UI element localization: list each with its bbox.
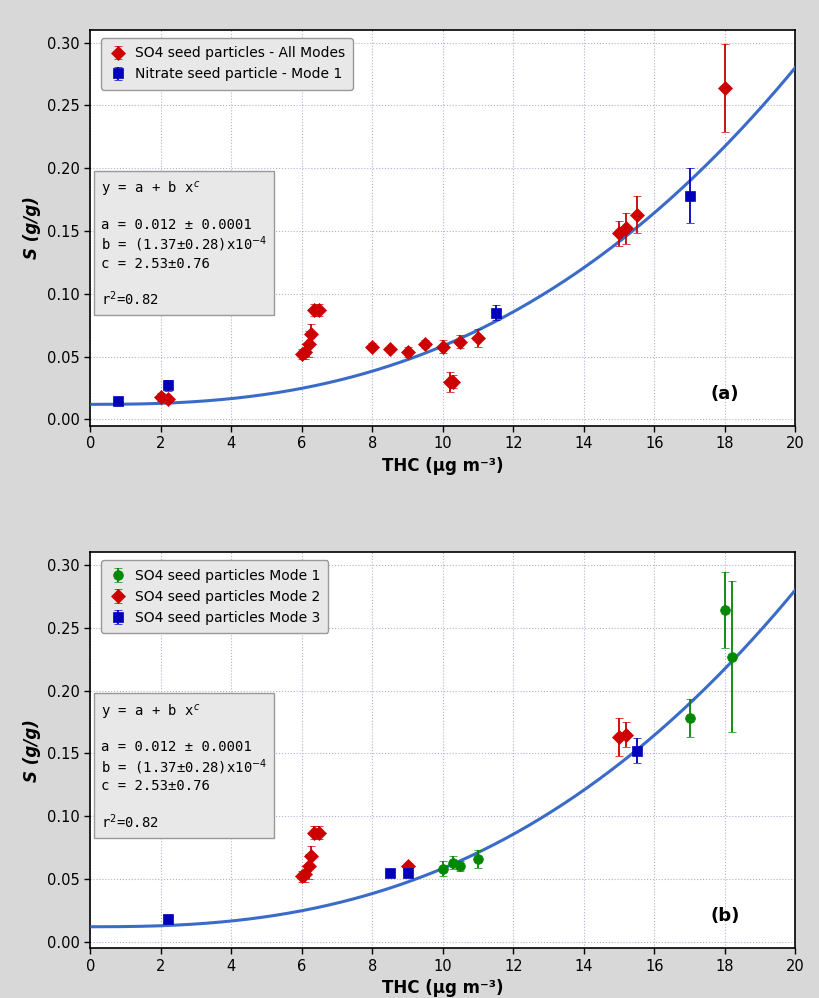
Text: (a): (a) — [710, 385, 738, 403]
Y-axis label: S (g/g): S (g/g) — [23, 197, 41, 259]
Text: y = a + b x$^c$

a = 0.012 ± 0.0001
b = (1.37±0.28)x10$^{-4}$
c = 2.53±0.76

r$^: y = a + b x$^c$ a = 0.012 ± 0.0001 b = (… — [101, 181, 267, 308]
X-axis label: THC (μg m⁻³): THC (μg m⁻³) — [382, 457, 503, 475]
Text: y = a + b x$^c$

a = 0.012 ± 0.0001
b = (1.37±0.28)x10$^{-4}$
c = 2.53±0.76

r$^: y = a + b x$^c$ a = 0.012 ± 0.0001 b = (… — [101, 703, 267, 831]
Legend: SO4 seed particles - All Modes, Nitrate seed particle - Mode 1: SO4 seed particles - All Modes, Nitrate … — [102, 38, 353, 90]
Text: (b): (b) — [709, 907, 739, 925]
Legend: SO4 seed particles Mode 1, SO4 seed particles Mode 2, SO4 seed particles Mode 3: SO4 seed particles Mode 1, SO4 seed part… — [102, 561, 328, 633]
Y-axis label: S (g/g): S (g/g) — [23, 719, 41, 781]
X-axis label: THC (μg m⁻³): THC (μg m⁻³) — [382, 979, 503, 997]
